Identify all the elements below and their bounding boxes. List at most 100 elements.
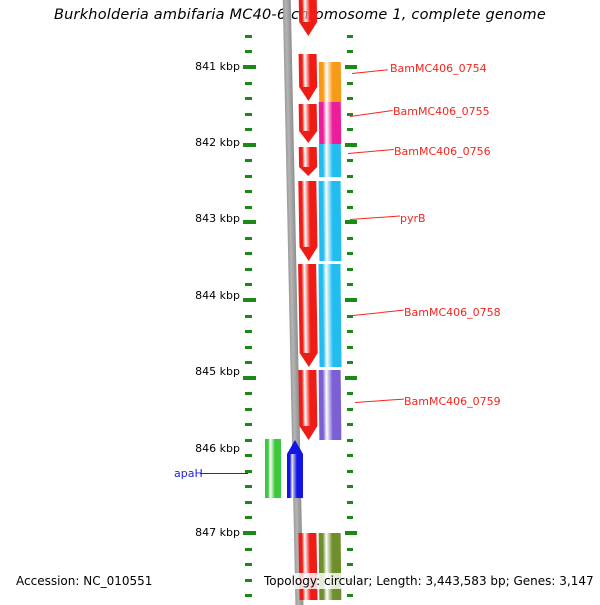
ruler-tick-minor — [347, 563, 353, 567]
ruler-tick-minor — [347, 469, 353, 473]
ruler-tick-minor — [245, 423, 252, 427]
pyrB-gene[interactable] — [318, 181, 342, 261]
feature-arrow-head — [299, 247, 318, 261]
feature-body — [318, 264, 342, 367]
ruler-tick-major — [243, 220, 256, 225]
ruler-tick-minor — [347, 34, 353, 38]
ruler-tick-minor — [245, 174, 252, 178]
ruler-tick-minor — [245, 500, 252, 504]
ruler-label: 842 kbp — [195, 136, 240, 149]
ruler-tick-minor — [347, 50, 353, 54]
feature-red-bottom[interactable] — [298, 533, 318, 600]
ruler-tick-minor — [347, 283, 353, 287]
BamMC406_0759-cds[interactable] — [298, 370, 318, 440]
feature-red-top[interactable] — [298, 0, 318, 36]
ruler-tick-minor — [347, 236, 353, 240]
ruler-label: 843 kbp — [195, 212, 240, 225]
ruler-tick-minor — [347, 174, 353, 178]
feature-body — [318, 533, 342, 600]
ruler-tick-minor — [347, 345, 353, 349]
ruler-tick-minor — [347, 97, 353, 101]
ruler-tick-major — [243, 142, 256, 147]
gene-label-leader-line — [354, 398, 404, 403]
ruler-tick-minor — [245, 314, 252, 318]
BamMC406_0756-cds[interactable] — [298, 147, 318, 177]
feature-body — [298, 370, 318, 426]
feature-body — [287, 454, 303, 498]
pyrB-cds[interactable] — [298, 181, 318, 261]
gene-label[interactable]: pyrB — [400, 212, 426, 225]
feature-body — [318, 181, 342, 261]
BamMC406_0759-gene[interactable] — [318, 370, 342, 440]
ruler-tick-major — [243, 65, 256, 69]
gene-label[interactable]: BamMC406_0756 — [394, 145, 491, 158]
feature-arrow-head — [299, 87, 318, 101]
ruler-tick-minor — [347, 81, 353, 85]
ruler-tick-minor — [245, 50, 252, 54]
ruler-tick-minor — [245, 236, 252, 240]
ruler-tick-minor — [347, 454, 353, 458]
ruler-tick-minor — [245, 128, 252, 132]
BamMC406_0758-gene[interactable] — [318, 264, 342, 367]
ruler-tick-major — [243, 531, 256, 535]
ruler-tick-minor — [245, 81, 252, 85]
ruler-tick-minor — [245, 252, 252, 256]
ruler-tick-minor — [245, 330, 252, 334]
feature-arrow-head — [299, 426, 318, 440]
feature-body — [298, 147, 318, 168]
gene-label[interactable]: BamMC406_0755 — [393, 105, 490, 118]
ruler-tick-minor — [347, 159, 353, 163]
gene-label[interactable]: BamMC406_0758 — [404, 306, 501, 319]
ruler-tick-minor — [347, 516, 353, 520]
ruler-tick-minor — [245, 563, 252, 567]
feature-arrow-head — [287, 440, 303, 454]
ruler-tick-minor — [245, 345, 252, 349]
status-summary: Topology: circular; Length: 3,443,583 bp… — [262, 573, 596, 589]
gene-label[interactable]: apaH — [174, 467, 203, 480]
ruler-tick-minor — [245, 97, 252, 101]
ruler-tick-minor — [245, 34, 252, 38]
BamMC406_0755-cds[interactable] — [298, 104, 318, 144]
BamMC406_0754-gene[interactable] — [318, 62, 342, 102]
gene-label[interactable]: BamMC406_0759 — [404, 395, 501, 408]
ruler-tick-minor — [347, 190, 353, 194]
gene-label-leader-line — [349, 110, 393, 117]
ruler-tick-minor — [245, 516, 252, 520]
ruler-tick-minor — [245, 267, 252, 271]
feature-body — [298, 264, 318, 353]
ruler-tick-major — [243, 375, 256, 380]
feature-olive-bottom[interactable] — [318, 533, 342, 600]
feature-body — [318, 370, 342, 440]
ruler-tick-major — [345, 65, 357, 69]
feature-body — [265, 439, 281, 498]
ruler-tick-major — [345, 142, 357, 147]
ruler-tick-minor — [347, 267, 353, 271]
ruler-tick-minor — [245, 454, 252, 458]
BamMC406_0756-gene[interactable] — [318, 144, 342, 177]
ruler-tick-minor — [347, 112, 353, 116]
feature-arrow-head — [299, 22, 318, 36]
ruler-label: 846 kbp — [195, 442, 240, 455]
apaH-blue-feature[interactable] — [287, 440, 303, 498]
feature-body — [298, 533, 318, 600]
ruler-tick-major — [345, 531, 357, 535]
gene-label-leader-line — [352, 309, 404, 316]
BamMC406_0755-gene[interactable] — [318, 102, 342, 144]
ruler-tick-minor — [245, 392, 252, 396]
ruler-tick-minor — [347, 423, 353, 427]
ruler-tick-minor — [347, 205, 353, 209]
gene-label-leader-line — [351, 69, 388, 74]
feature-arrow-head — [299, 167, 318, 177]
ruler-tick-minor — [245, 547, 252, 551]
BamMC406_0754-cds[interactable] — [298, 54, 318, 101]
ruler-tick-minor — [245, 438, 252, 442]
apaH-green-feature[interactable] — [265, 439, 281, 498]
feature-body — [298, 104, 318, 132]
feature-body — [318, 102, 342, 144]
BamMC406_0758-cds[interactable] — [298, 264, 318, 367]
ruler-tick-minor — [347, 314, 353, 318]
ruler-tick-minor — [245, 594, 252, 598]
ruler-tick-minor — [347, 500, 353, 504]
gene-label[interactable]: BamMC406_0754 — [390, 62, 487, 75]
